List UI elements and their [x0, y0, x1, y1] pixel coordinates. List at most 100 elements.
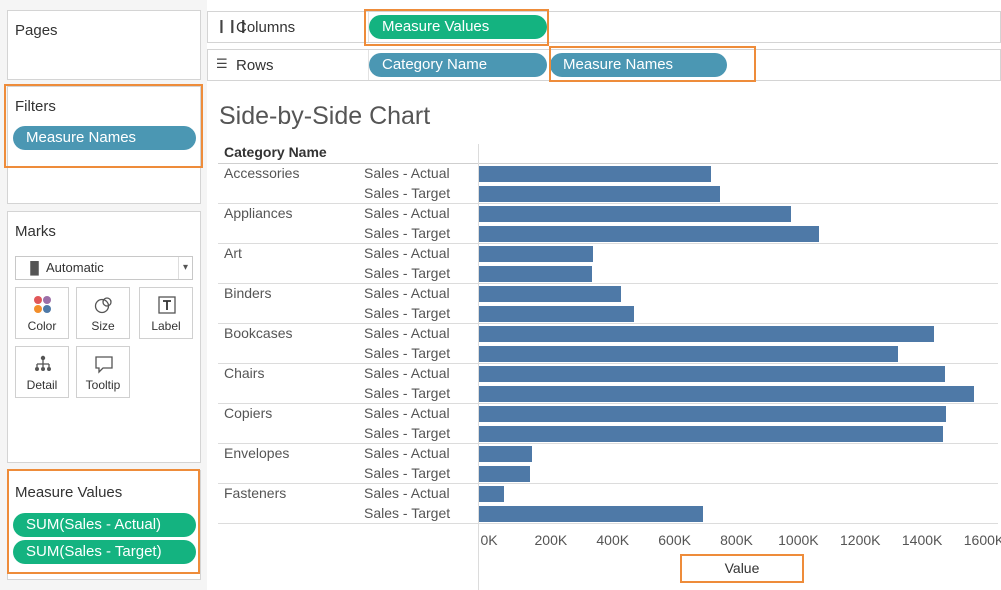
filter-pill-measure-names[interactable]: Measure Names [13, 126, 196, 150]
bar[interactable] [479, 226, 819, 242]
x-tick-label: 1400K [901, 532, 943, 548]
color-label: Color [27, 319, 57, 333]
measure-pill-sales-target[interactable]: SUM(Sales - Target) [13, 540, 196, 564]
bar[interactable] [479, 446, 532, 462]
x-tick-label: 600K [658, 532, 691, 548]
columns-pill-measure-values[interactable]: Measure Values [369, 15, 547, 39]
marks-title: Marks [15, 223, 56, 240]
shelf-divider [368, 50, 369, 80]
measure-label: Sales - Actual [364, 165, 450, 181]
size-button[interactable]: Size [76, 287, 130, 339]
pages-title: Pages [15, 22, 58, 39]
x-tick-label: 400K [596, 532, 630, 548]
columns-shelf[interactable]: ❙❙❙ Columns [207, 11, 1001, 43]
axis-title[interactable]: Value [680, 554, 804, 583]
row-divider [218, 243, 998, 244]
label-button[interactable]: Label [139, 287, 193, 339]
bar[interactable] [479, 406, 946, 422]
bar[interactable] [479, 346, 898, 362]
category-label: Binders [224, 285, 272, 301]
measure-label: Sales - Target [364, 465, 451, 481]
measure-label: Sales - Target [364, 185, 451, 201]
pages-card[interactable]: Pages [7, 10, 201, 80]
category-label: Fasteners [224, 485, 287, 501]
columns-label: Columns [236, 19, 296, 36]
measure-label: Sales - Target [364, 225, 451, 241]
view-title: Side-by-Side Chart [219, 102, 431, 130]
tooltip-label: Tooltip [85, 378, 121, 392]
bar[interactable] [479, 186, 720, 202]
bar[interactable] [479, 486, 504, 502]
category-label: Art [224, 245, 242, 261]
measure-label: Sales - Target [364, 345, 451, 361]
measure-label: Sales - Target [364, 305, 451, 321]
bar[interactable] [479, 386, 974, 402]
measure-label: Sales - Target [364, 505, 451, 521]
detail-button[interactable]: Detail [15, 346, 69, 398]
row-divider [218, 523, 998, 524]
row-header-category-name: Category Name [224, 144, 327, 160]
header-rule [218, 163, 998, 164]
category-label: Envelopes [224, 445, 290, 461]
measure-label: Sales - Actual [364, 205, 450, 221]
size-icon [94, 297, 112, 314]
measure-label: Sales - Target [364, 265, 451, 281]
x-tick-label: 1000K [778, 532, 819, 548]
tooltip-icon [95, 356, 113, 374]
measure-label: Sales - Actual [364, 445, 450, 461]
bar[interactable] [479, 366, 945, 382]
category-label: Copiers [224, 405, 273, 421]
rows-pill-category-name[interactable]: Category Name [369, 53, 547, 77]
bar[interactable] [479, 506, 703, 522]
category-label: Chairs [224, 365, 265, 381]
text-label-icon [158, 296, 176, 314]
filters-card[interactable]: Filters Measure Names [7, 86, 201, 204]
row-divider [218, 323, 998, 324]
category-label: Accessories [224, 165, 300, 181]
measure-label: Sales - Target [364, 425, 451, 441]
columns-icon: ❙❙❙ [216, 18, 249, 33]
measure-label: Sales - Actual [364, 325, 450, 341]
rows-icon: ☰ [216, 56, 228, 71]
category-label: Appliances [224, 205, 293, 221]
measure-values-title: Measure Values [15, 484, 123, 501]
color-icon [34, 296, 51, 313]
bar[interactable] [479, 466, 530, 482]
shelf-divider [368, 12, 369, 42]
size-label: Size [91, 319, 115, 333]
x-tick-label: 800K [720, 532, 753, 548]
chevron-down-icon[interactable]: ▾ [177, 257, 188, 279]
row-divider [218, 363, 998, 364]
bar[interactable] [479, 166, 711, 182]
row-divider [218, 403, 998, 404]
mark-type-value: Automatic [46, 260, 104, 275]
measure-label: Sales - Actual [364, 405, 450, 421]
measure-label: Sales - Actual [364, 285, 450, 301]
measure-values-card: Measure Values SUM(Sales - Actual) SUM(S… [7, 470, 201, 580]
marks-card: Marks ▐▌ Automatic ▾ Color Size Label De… [7, 211, 201, 463]
bar[interactable] [479, 426, 943, 442]
detail-label: Detail [26, 378, 58, 392]
row-divider [218, 283, 998, 284]
color-button[interactable]: Color [15, 287, 69, 339]
x-tick-label: 1200K [840, 532, 881, 548]
bar[interactable] [479, 306, 634, 322]
mark-type-dropdown[interactable]: ▐▌ Automatic ▾ [15, 256, 193, 280]
bar[interactable] [479, 206, 791, 222]
bar-chart-icon: ▐▌ [26, 261, 44, 275]
chart-left-axis [478, 144, 479, 590]
filters-title: Filters [15, 98, 56, 115]
row-divider [218, 203, 998, 204]
bar[interactable] [479, 326, 934, 342]
rows-pill-measure-names[interactable]: Measure Names [550, 53, 727, 77]
row-divider [218, 443, 998, 444]
bar[interactable] [479, 286, 621, 302]
rows-label: Rows [236, 57, 274, 74]
bar[interactable] [479, 246, 593, 262]
measure-label: Sales - Actual [364, 485, 450, 501]
label-label: Label [151, 319, 181, 333]
category-label: Bookcases [224, 325, 293, 341]
measure-pill-sales-actual[interactable]: SUM(Sales - Actual) [13, 513, 196, 537]
tooltip-button[interactable]: Tooltip [76, 346, 130, 398]
bar[interactable] [479, 266, 592, 282]
